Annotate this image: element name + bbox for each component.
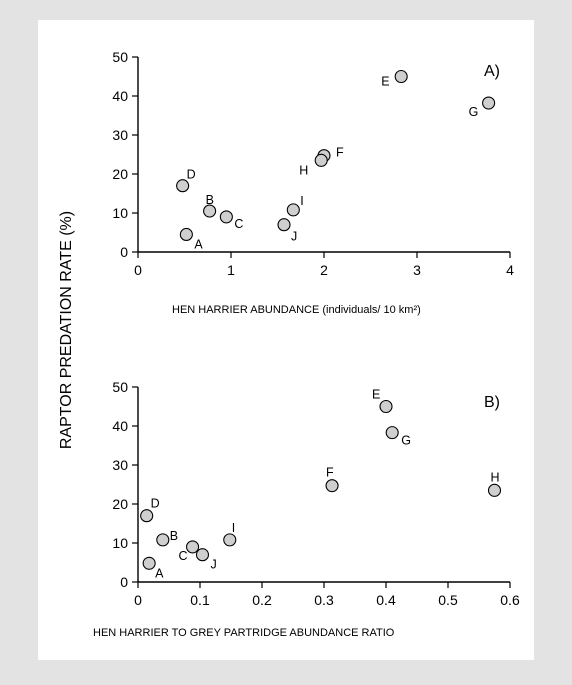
b-x-tick-label: 0.3 bbox=[314, 592, 334, 608]
b-y-tick-label: 20 bbox=[112, 496, 128, 512]
b-y-tick-label: 50 bbox=[112, 379, 128, 395]
b-point-label-f: F bbox=[326, 466, 334, 480]
b-point-c bbox=[186, 540, 200, 554]
b-point-j bbox=[195, 548, 210, 562]
b-y-tick-label: 10 bbox=[112, 535, 128, 551]
b-y-tick-label: 30 bbox=[112, 457, 128, 473]
a-point-j bbox=[277, 218, 291, 232]
a-point-label-d: D bbox=[187, 168, 196, 182]
a-point-label-a: A bbox=[194, 237, 203, 251]
b-point-d bbox=[140, 509, 154, 523]
b-point-label-c: C bbox=[179, 549, 188, 563]
b-point-label-b: B bbox=[170, 529, 178, 543]
a-x-tick-label: 1 bbox=[227, 262, 235, 278]
a-y-tick-label: 0 bbox=[120, 244, 128, 260]
a-point-label-e: E bbox=[381, 75, 389, 89]
a-y-tick-label: 50 bbox=[112, 49, 128, 65]
a-x-tick-label: 3 bbox=[413, 262, 421, 278]
a-point-h bbox=[314, 153, 328, 167]
b-point-h bbox=[487, 483, 502, 497]
b-x-tick-label: 0.1 bbox=[190, 592, 210, 608]
b-point-f bbox=[325, 479, 339, 493]
b-point-e bbox=[379, 399, 393, 414]
chart-a: 0 10 20 30 40 50 0 1 2 3 4 HEN HARRIER ABUNDANCE (i… bbox=[112, 49, 514, 316]
b-point-label-h: H bbox=[491, 470, 500, 484]
a-point-g bbox=[482, 96, 496, 110]
b-y-tick-label: 40 bbox=[112, 418, 128, 434]
b-point-label-g: G bbox=[401, 434, 411, 448]
a-y-tick-label: 10 bbox=[112, 205, 128, 221]
a-point-d bbox=[176, 179, 190, 193]
a-point-label-j: J bbox=[291, 230, 297, 244]
b-point-i bbox=[223, 533, 237, 547]
b-x-tick-label: 0.6 bbox=[500, 592, 520, 608]
chart-b: 0 10 20 30 40 50 0 0.1 0.2 0.3 0.4 0.5 0.6 HEN HARRIE… bbox=[93, 379, 520, 639]
a-point-label-f: F bbox=[336, 146, 344, 160]
b-x-tick-label: 0 bbox=[134, 592, 142, 608]
b-point-a bbox=[142, 556, 156, 570]
b-y-tick-label: 0 bbox=[120, 574, 128, 590]
b-x-tick-label: 0.2 bbox=[252, 592, 272, 608]
b-point-label-a: A bbox=[155, 566, 164, 580]
b-point-g bbox=[385, 426, 399, 440]
a-point-label-c: C bbox=[234, 217, 243, 231]
a-y-tick-label: 20 bbox=[112, 166, 128, 182]
b-point-label-i: I bbox=[232, 521, 235, 535]
a-panel-label: A) bbox=[484, 63, 500, 80]
b-x-axis-label: HEN HARRIER TO GREY PARTRIDGE ABUNDANCE … bbox=[93, 627, 395, 639]
a-y-tick-label: 30 bbox=[112, 127, 128, 143]
b-point-label-d: D bbox=[151, 497, 160, 511]
a-point-label-b: B bbox=[206, 193, 214, 207]
a-x-axis-label: HEN HARRIER ABUNDANCE (individuals/ 10 k… bbox=[172, 304, 421, 316]
a-point-a bbox=[179, 227, 193, 241]
figure-panel: RAPTOR PREDATION RATE (%) 0 10 20 30 40 50 0 1 2… bbox=[38, 20, 534, 660]
b-point-b bbox=[156, 533, 170, 547]
a-point-label-i: I bbox=[300, 194, 303, 208]
b-point-label-j: J bbox=[210, 558, 216, 572]
y-axis-label: RAPTOR PREDATION RATE (%) bbox=[58, 211, 75, 449]
b-panel-label: B) bbox=[484, 394, 500, 411]
a-x-tick-label: 2 bbox=[320, 262, 328, 278]
a-point-label-g: G bbox=[469, 105, 479, 119]
a-point-c bbox=[219, 210, 233, 224]
a-y-tick-label: 40 bbox=[112, 88, 128, 104]
a-point-e bbox=[394, 69, 408, 84]
a-point-i bbox=[286, 203, 300, 217]
a-x-tick-label: 0 bbox=[134, 262, 142, 278]
b-point-label-e: E bbox=[372, 388, 380, 402]
a-x-tick-label: 4 bbox=[506, 262, 514, 278]
b-x-tick-label: 0.5 bbox=[438, 592, 458, 608]
a-point-b bbox=[203, 204, 217, 218]
b-x-tick-label: 0.4 bbox=[376, 592, 396, 608]
a-point-label-h: H bbox=[299, 163, 308, 177]
